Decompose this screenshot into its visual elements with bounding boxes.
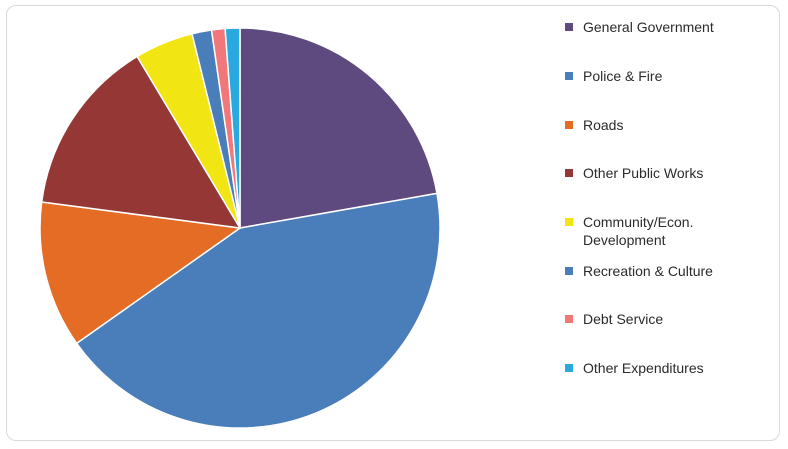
legend-item-other-expenditures: Other Expenditures <box>565 359 704 377</box>
legend-swatch-recreation-culture <box>565 267 573 275</box>
legend-label-community-development: Community/Econ. Development <box>583 214 694 248</box>
legend-swatch-roads <box>565 121 573 129</box>
legend-label-police-fire: Police & Fire <box>583 68 663 84</box>
legend-swatch-police-fire <box>565 72 573 80</box>
legend-item-other-public-works: Other Public Works <box>565 164 703 182</box>
legend-label-roads: Roads <box>583 117 624 133</box>
legend-item-community-development: Community/Econ. Development <box>565 213 693 249</box>
legend-swatch-community-development <box>565 218 573 226</box>
legend-label-other-expenditures: Other Expenditures <box>583 360 704 376</box>
legend-label-recreation-culture: Recreation & Culture <box>583 263 713 279</box>
legend-item-recreation-culture: Recreation & Culture <box>565 262 713 280</box>
legend-label-debt-service: Debt Service <box>583 311 664 327</box>
legend-item-roads: Roads <box>565 116 623 134</box>
legend-swatch-debt-service <box>565 315 573 323</box>
legend-item-debt-service: Debt Service <box>565 310 663 328</box>
legend-label-general-government: General Government <box>583 19 714 35</box>
legend-item-police-fire: Police & Fire <box>565 67 662 85</box>
legend-swatch-other-public-works <box>565 169 573 177</box>
legend-swatch-other-expenditures <box>565 364 573 372</box>
pie-slice-0 <box>239 27 438 229</box>
legend-swatch-general-government <box>565 23 573 31</box>
pie-slice-2 <box>39 201 243 345</box>
pie-slice-7 <box>224 27 241 229</box>
pie-slice-1 <box>75 192 441 429</box>
pie-slice-3 <box>40 55 242 229</box>
legend-label-other-public-works: Other Public Works <box>583 165 704 181</box>
legend-item-general-government: General Government <box>565 18 714 36</box>
